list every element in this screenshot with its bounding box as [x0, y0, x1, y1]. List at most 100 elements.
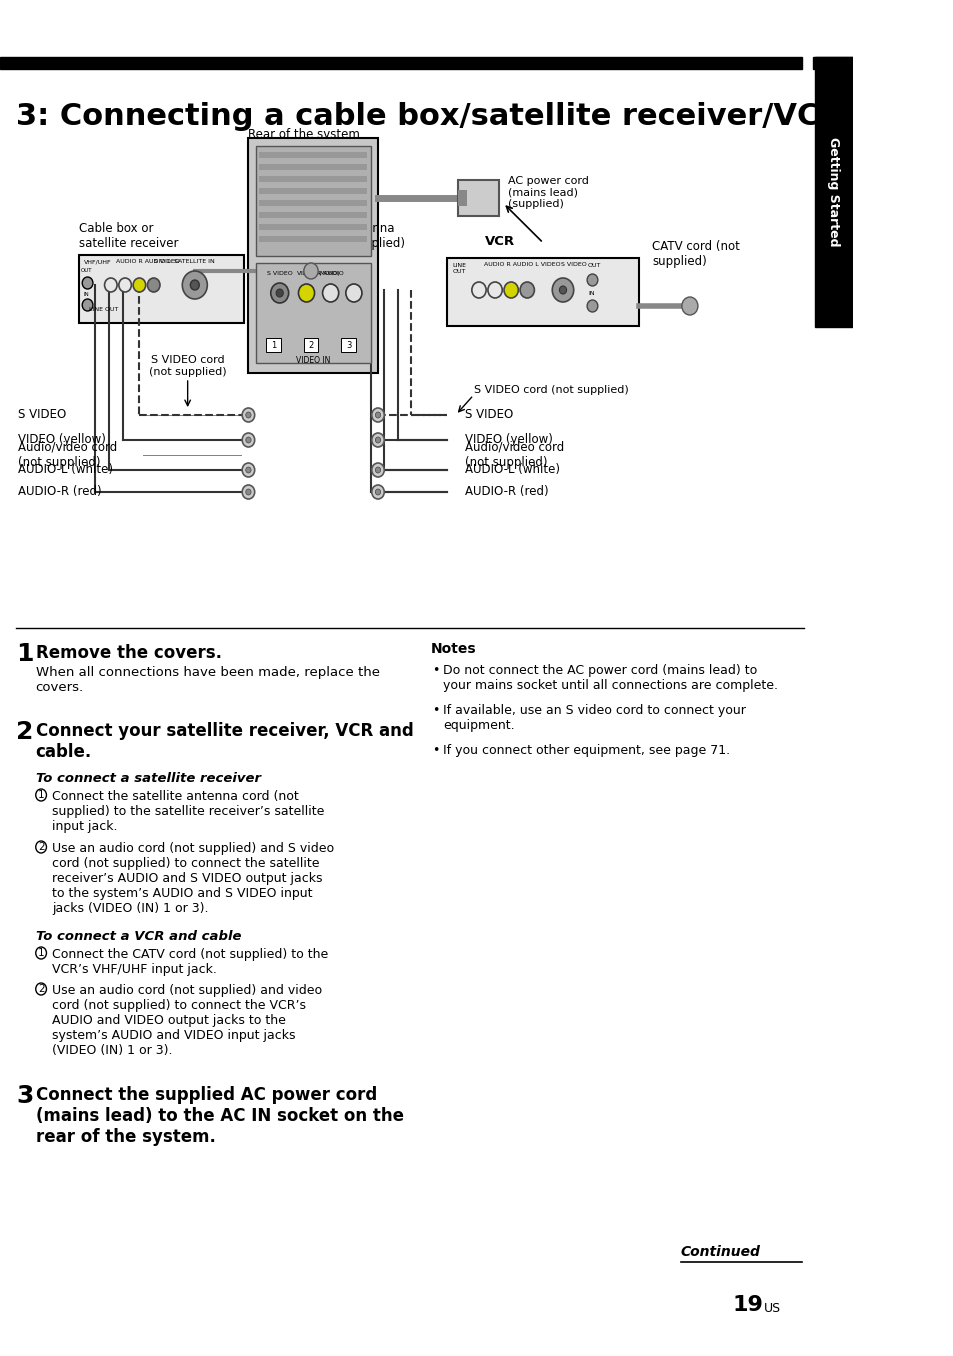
- Text: US: US: [763, 1302, 781, 1315]
- Text: SATELLITE IN: SATELLITE IN: [174, 259, 215, 264]
- Bar: [259, 212, 367, 218]
- Bar: [259, 224, 367, 231]
- Text: •: •: [432, 664, 439, 677]
- Text: Use an audio cord (not supplied) and S video
cord (not supplied) to connect the : Use an audio cord (not supplied) and S v…: [51, 842, 334, 915]
- Circle shape: [82, 277, 92, 289]
- Circle shape: [242, 408, 254, 422]
- Text: LINE
OUT: LINE OUT: [452, 263, 466, 274]
- Bar: [458, 180, 498, 216]
- Text: 1: 1: [16, 641, 33, 666]
- Text: S VIDEO: S VIDEO: [153, 259, 179, 264]
- Text: VIDEO (yellow): VIDEO (yellow): [18, 434, 106, 446]
- Circle shape: [246, 490, 251, 495]
- Text: 2: 2: [38, 842, 45, 852]
- Bar: [303, 338, 317, 353]
- Text: Cable box or
satellite receiver: Cable box or satellite receiver: [78, 222, 178, 250]
- Text: Do not connect the AC power cord (mains lead) to
your mains socket until all con: Do not connect the AC power cord (mains …: [443, 664, 778, 692]
- Text: 2: 2: [308, 340, 314, 350]
- Text: S VIDEO: S VIDEO: [267, 271, 293, 277]
- Circle shape: [375, 412, 380, 418]
- Circle shape: [487, 282, 501, 298]
- Text: Audio/video cord
(not supplied): Audio/video cord (not supplied): [18, 441, 117, 469]
- Circle shape: [375, 466, 380, 473]
- Text: 2: 2: [16, 720, 33, 744]
- Text: IN: IN: [587, 292, 594, 296]
- Text: OUT: OUT: [80, 268, 91, 273]
- Text: Connect the CATV cord (not supplied) to the
VCR’s VHF/UHF input jack.: Connect the CATV cord (not supplied) to …: [51, 948, 328, 976]
- Text: Connect your satellite receiver, VCR and
cable.: Connect your satellite receiver, VCR and…: [35, 721, 413, 761]
- Text: 1: 1: [271, 340, 275, 350]
- Circle shape: [303, 263, 317, 279]
- Bar: [446, 258, 639, 325]
- Text: 3: 3: [346, 340, 351, 350]
- Text: •: •: [432, 704, 439, 717]
- Text: S VIDEO: S VIDEO: [18, 408, 66, 422]
- Text: AUDIO R AUDIO L: AUDIO R AUDIO L: [116, 259, 171, 264]
- Circle shape: [375, 490, 380, 495]
- Bar: [78, 255, 244, 323]
- Circle shape: [191, 279, 199, 290]
- Bar: [259, 152, 367, 159]
- Text: AUDIO-L (white): AUDIO-L (white): [464, 464, 559, 476]
- Bar: [255, 263, 371, 363]
- Circle shape: [346, 283, 361, 302]
- Circle shape: [82, 300, 92, 311]
- Text: 19: 19: [732, 1295, 762, 1315]
- Circle shape: [148, 278, 160, 292]
- Bar: [248, 138, 377, 373]
- Bar: [341, 338, 355, 353]
- Text: Continued: Continued: [680, 1245, 760, 1258]
- Bar: [814, 57, 852, 327]
- Text: To connect a VCR and cable: To connect a VCR and cable: [35, 930, 241, 942]
- Bar: [259, 164, 367, 170]
- Circle shape: [472, 282, 486, 298]
- Bar: [255, 146, 371, 256]
- Text: •: •: [432, 744, 439, 757]
- Text: Satellite antenna
cord (not supplied): Satellite antenna cord (not supplied): [293, 222, 405, 250]
- Text: Audio/video cord
(not supplied): Audio/video cord (not supplied): [464, 441, 563, 469]
- Text: 3: 3: [16, 1083, 33, 1108]
- Text: If available, use an S video cord to connect your
equipment.: If available, use an S video cord to con…: [443, 704, 745, 732]
- Text: LINE OUT: LINE OUT: [89, 306, 118, 312]
- Text: S VIDEO cord (not supplied): S VIDEO cord (not supplied): [473, 385, 628, 395]
- Text: VIDEO IN: VIDEO IN: [295, 357, 330, 365]
- Text: AUDIO-R (red): AUDIO-R (red): [464, 485, 548, 499]
- Circle shape: [519, 282, 534, 298]
- Circle shape: [133, 278, 146, 292]
- Circle shape: [558, 286, 566, 294]
- Circle shape: [35, 946, 47, 959]
- Circle shape: [35, 983, 47, 995]
- Text: Remove the covers.: Remove the covers.: [35, 644, 221, 662]
- Circle shape: [35, 789, 47, 801]
- Text: 3: Connecting a cable box/satellite receiver/VCR: 3: Connecting a cable box/satellite rece…: [16, 102, 842, 132]
- Circle shape: [298, 283, 314, 302]
- Text: To connect a satellite receiver: To connect a satellite receiver: [35, 772, 260, 785]
- Circle shape: [681, 297, 698, 315]
- Bar: [458, 190, 467, 206]
- Text: When all connections have been made, replace the
covers.: When all connections have been made, rep…: [35, 666, 379, 694]
- Circle shape: [372, 408, 384, 422]
- Bar: [259, 188, 367, 194]
- Text: S VIDEO: S VIDEO: [464, 408, 513, 422]
- Text: AUDIO R AUDIO L VIDEO: AUDIO R AUDIO L VIDEO: [484, 262, 560, 267]
- Circle shape: [271, 283, 289, 302]
- Text: R AUDIO: R AUDIO: [317, 271, 344, 277]
- Bar: [812, 57, 852, 69]
- Circle shape: [372, 462, 384, 477]
- Circle shape: [242, 433, 254, 447]
- Bar: [259, 236, 367, 241]
- Text: VIDEO (yellow): VIDEO (yellow): [464, 434, 552, 446]
- Text: IN: IN: [83, 292, 89, 297]
- Bar: [259, 176, 367, 182]
- Text: AUDIO-L (white): AUDIO-L (white): [18, 464, 112, 476]
- Circle shape: [246, 412, 251, 418]
- Circle shape: [503, 282, 517, 298]
- Text: VIDEO: VIDEO: [296, 271, 316, 277]
- Text: VHF/UHF: VHF/UHF: [84, 259, 112, 264]
- Text: 2: 2: [38, 984, 45, 994]
- Text: Rear of the system: Rear of the system: [248, 127, 359, 141]
- Text: S VIDEO: S VIDEO: [560, 262, 586, 267]
- Circle shape: [322, 283, 338, 302]
- Bar: [266, 338, 280, 353]
- Text: AC power cord
(mains lead)
(supplied): AC power cord (mains lead) (supplied): [507, 176, 588, 209]
